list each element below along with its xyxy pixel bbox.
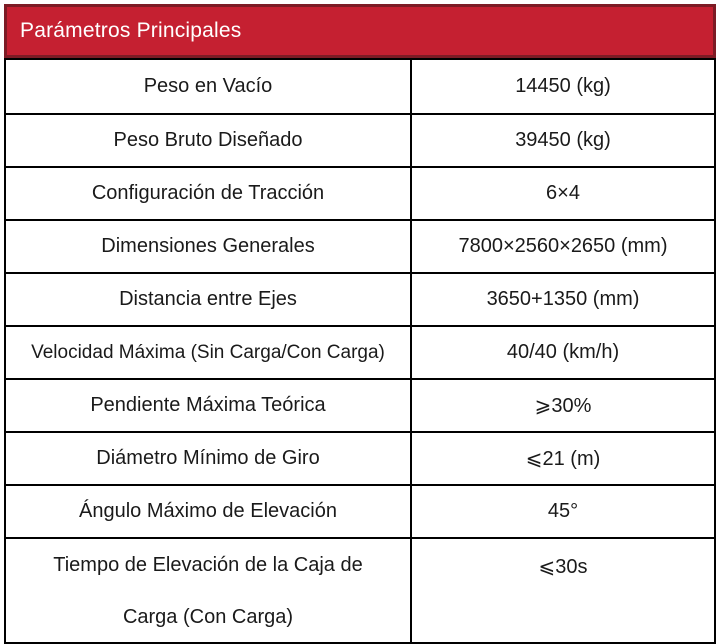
param-label: Tiempo de Elevación de la Caja de Carga … <box>6 539 412 642</box>
param-value: 3650+1350 (mm) <box>486 288 640 310</box>
param-value: 6×4 <box>546 182 580 204</box>
table-row: Velocidad Máxima (Sin Carga/Con Carga) 4… <box>6 325 714 378</box>
param-label: Ángulo Máximo de Elevación <box>6 486 412 537</box>
param-value: 45° <box>547 500 579 522</box>
param-label: Peso en Vacío <box>6 60 412 113</box>
param-label: Peso Bruto Diseñado <box>6 115 412 166</box>
param-label: Configuración de Tracción <box>6 168 412 219</box>
param-value: 39450 (kg) <box>515 129 611 151</box>
table-row: Diámetro Mínimo de Giro ⩽21 (m) <box>6 431 714 484</box>
param-label: Dimensiones Generales <box>6 221 412 272</box>
param-value: ⩽21 (m) <box>525 448 601 470</box>
param-value: ⩽30s <box>538 556 588 578</box>
param-value: 7800×2560×2650 (mm) <box>458 235 668 257</box>
table-row: Dimensiones Generales 7800×2560×2650 (mm… <box>6 219 714 272</box>
table-title: Parámetros Principales <box>20 19 242 42</box>
table-row: Tiempo de Elevación de la Caja de Carga … <box>6 537 714 642</box>
param-label: Distancia entre Ejes <box>6 274 412 325</box>
table-row: Configuración de Tracción 6×4 <box>6 166 714 219</box>
table-row: Peso en Vacío 14450 (kg) <box>6 60 714 113</box>
param-label: Pendiente Máxima Teórica <box>6 380 412 431</box>
param-label: Velocidad Máxima (Sin Carga/Con Carga) <box>6 327 412 378</box>
param-value: 40/40 (km/h) <box>506 341 620 363</box>
parameters-table: Parámetros Principales Peso en Vacío 144… <box>4 4 716 644</box>
table-row: Pendiente Máxima Teórica ⩾30% <box>6 378 714 431</box>
table-row: Distancia entre Ejes 3650+1350 (mm) <box>6 272 714 325</box>
table-header: Parámetros Principales <box>4 4 716 58</box>
table-body: Peso en Vacío 14450 (kg) Peso Bruto Dise… <box>4 58 716 644</box>
param-label: Diámetro Mínimo de Giro <box>6 433 412 484</box>
param-value: 14450 (kg) <box>515 75 611 97</box>
table-row: Peso Bruto Diseñado 39450 (kg) <box>6 113 714 166</box>
table-row: Ángulo Máximo de Elevación 45° <box>6 484 714 537</box>
param-value: ⩾30% <box>534 395 592 417</box>
